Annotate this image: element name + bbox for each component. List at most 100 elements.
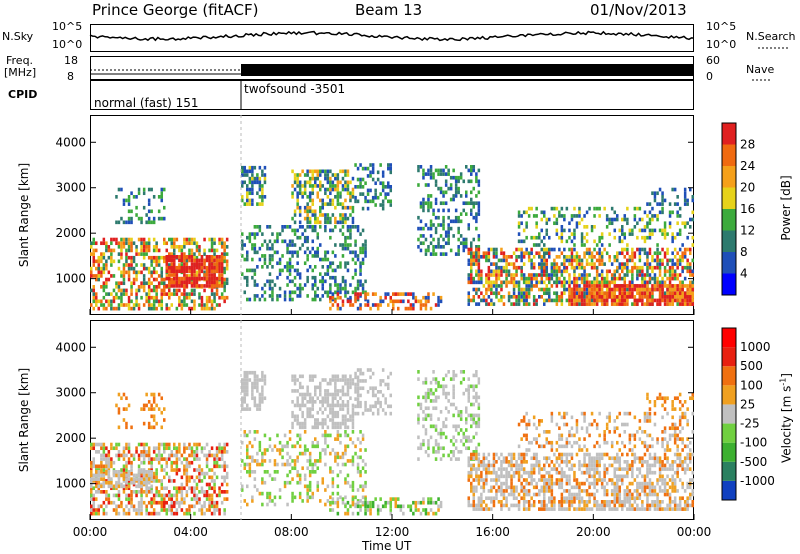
echo-cell-1-8 (434, 424, 438, 429)
echo-cell-0-9 (636, 269, 639, 274)
echo-cell-1-0 (140, 504, 143, 509)
echo-cell-0-11 (656, 243, 659, 247)
echo-cell-1-5 (301, 410, 304, 415)
echo-cell-0-11 (593, 214, 596, 218)
echo-cell-0-11 (573, 232, 576, 236)
echo-cell-1-6 (387, 375, 390, 380)
echo-cell-0-11 (600, 243, 604, 247)
echo-cell-0-0 (223, 299, 226, 304)
echo-cell-1-5 (316, 396, 320, 401)
echo-cell-0-4 (349, 232, 352, 236)
echo-cell-0-4 (263, 297, 267, 302)
echo-cell-0-9 (555, 273, 559, 277)
echo-cell-0-10 (666, 287, 669, 292)
echo-cell-1-8 (437, 417, 440, 421)
echo-cell-1-7 (334, 500, 337, 505)
echo-cell-1-4 (248, 462, 252, 467)
echo-cell-0-0 (92, 285, 96, 289)
echo-cell-0-7 (371, 292, 375, 296)
echo-cell-0-0 (120, 303, 123, 307)
echo-cell-0-8 (427, 245, 430, 249)
echo-cell-0-5 (308, 195, 312, 199)
echo-cell-1-5 (336, 421, 340, 426)
echo-cell-0-6 (366, 199, 370, 204)
echo-cell-1-0 (163, 508, 166, 512)
echo-cell-0-10 (595, 287, 599, 292)
echo-cell-0-9 (540, 295, 544, 299)
echo-cell-0-0 (142, 266, 146, 271)
echo-cell-0-0 (168, 295, 171, 300)
echo-cell-0-0 (117, 259, 121, 264)
echo-cell-0-0 (145, 295, 148, 300)
echo-cell-0-4 (336, 286, 340, 291)
echo-cell-0-4 (301, 243, 304, 247)
echo-cell-0-8 (444, 241, 448, 246)
echo-cell-0-10 (683, 291, 687, 296)
echo-cell-1-1 (117, 473, 121, 478)
echo-cell-1-0 (157, 453, 161, 458)
echo-cell-1-4 (248, 455, 252, 460)
echo-cell-0-9 (653, 273, 657, 277)
echo-cell-0-0 (102, 263, 106, 267)
echo-cell-0-5 (319, 209, 322, 214)
echo-cell-0-8 (457, 190, 460, 195)
echo-cell-0-9 (600, 251, 604, 256)
echo-cell-1-6 (381, 379, 385, 383)
echo-cell-0-9 (505, 255, 508, 259)
echo-cell-1-0 (125, 497, 128, 501)
echo-cell-1-0 (180, 508, 184, 512)
echo-cell-1-4 (296, 480, 299, 485)
echo-cell-1-5 (336, 389, 340, 393)
echo-cell-1-4 (351, 440, 355, 445)
date-title: 01/Nov/2013 (590, 1, 687, 19)
echo-cell-0-9 (492, 251, 496, 256)
echo-cell-0-9 (543, 262, 546, 266)
echo-cell-0-9 (517, 284, 521, 288)
echo-cell-1-5 (308, 414, 312, 419)
echo-cell-1-4 (286, 440, 289, 445)
echo-cell-1-0 (200, 511, 204, 516)
echo-cell-1-0 (95, 508, 98, 512)
echo-cell-0-1 (185, 269, 189, 274)
echo-cell-0-9 (532, 255, 536, 259)
echo-cell-0-1 (183, 265, 186, 270)
echo-cell-1-0 (195, 446, 199, 451)
echo-cell-1-5 (316, 421, 320, 426)
echo-cell-1-0 (195, 453, 199, 458)
echo-cell-0-5 (298, 209, 302, 214)
echo-cell-0-9 (621, 269, 624, 274)
echo-cell-0-8 (439, 234, 443, 238)
echo-cell-1-5 (324, 421, 327, 426)
echo-cell-1-6 (359, 404, 362, 409)
echo-cell-0-1 (198, 265, 201, 270)
echo-cell-1-5 (293, 389, 297, 393)
echo-cell-0-3 (256, 202, 259, 206)
echo-cell-0-9 (560, 251, 564, 256)
echo-cell-0-9 (555, 295, 559, 299)
echo-cell-0-8 (437, 208, 440, 213)
echo-cell-0-0 (157, 248, 161, 253)
echo-cell-0-9 (673, 255, 677, 259)
echo-cell-1-0 (125, 453, 128, 458)
echo-cell-0-1 (183, 269, 186, 274)
echo-cell-0-0 (100, 252, 103, 256)
echo-cell-1-1 (95, 477, 98, 481)
echo-cell-0-10 (668, 287, 672, 292)
echo-cell-0-1 (175, 265, 179, 270)
echo-cell-1-0 (127, 486, 131, 491)
echo-cell-1-0 (200, 446, 204, 451)
echo-cell-0-11 (653, 214, 657, 218)
echo-cell-0-1 (215, 280, 219, 285)
echo-cell-1-0 (117, 504, 121, 509)
echo-cell-0-0 (195, 255, 199, 260)
echo-cell-0-5 (344, 180, 347, 185)
echo-cell-0-9 (477, 258, 481, 263)
echo-cell-1-1 (105, 480, 108, 485)
echo-cell-1-0 (180, 490, 184, 494)
echo-cell-0-5 (329, 216, 332, 221)
echo-cell-0-4 (258, 257, 262, 262)
echo-cell-0-11 (575, 221, 579, 226)
echo-cell-1-8 (424, 399, 428, 403)
echo-cell-0-11 (621, 225, 624, 229)
echo-cell-1-0 (163, 500, 166, 505)
